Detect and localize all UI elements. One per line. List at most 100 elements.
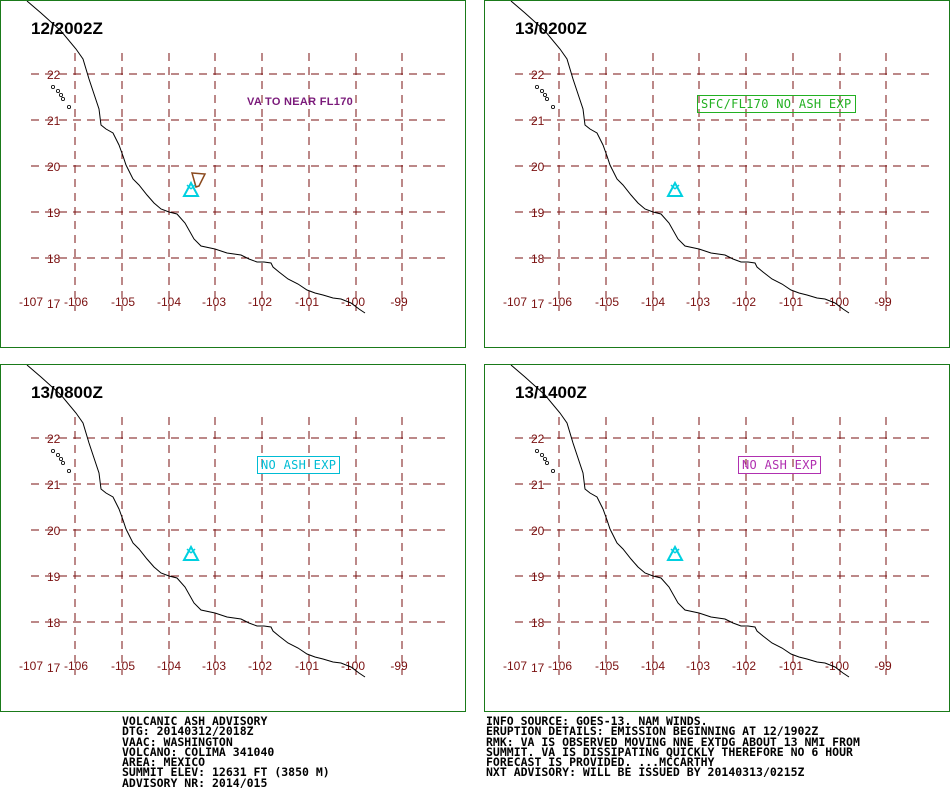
coastline [26,1,366,314]
island [59,93,64,98]
latitude-label: 19 [531,570,545,584]
map-panel-2: 22 21 20 19 18 17 -107 -106 -105 -104 -103 -102 -101… [484,0,950,348]
longitude-label: -104 [157,295,181,309]
map-canvas: 22 21 20 19 18 17 -107 -106 -105 -104 -103 -102 -101… [19,1,451,314]
island [61,461,66,466]
advisory-line: ADVISORY NR: 2014/015 [122,775,268,790]
island [545,461,550,466]
advisory-line: VAAC: WASHINGTON [122,734,233,749]
latitude-label: 20 [531,160,545,174]
longitude-label: -106 [64,659,88,673]
island [67,105,72,110]
latitude-label: 21 [531,478,545,492]
ash-forecast-label: VA TO NEAR FL170 [247,96,354,108]
map-panel-3: 22 21 20 19 18 17 -107 -106 -105 -104 -103 -102 -101… [0,364,466,712]
latitude-label: 21 [531,114,545,128]
longitude-label: -100 [825,659,849,673]
latitude-label: 22 [47,432,61,446]
longitude-label: -101 [295,659,319,673]
longitude-label: -102 [732,295,756,309]
advisory-line: VOLCANIC ASH ADVISORY [122,714,268,728]
island [540,89,545,94]
longitude-label: -100 [341,295,365,309]
coastline [510,365,850,678]
latitude-label: 19 [531,206,545,220]
longitude-label: -102 [248,295,272,309]
island [51,449,56,454]
longitude-label: -101 [779,659,803,673]
forecast-time: 13/1400Z [515,383,587,402]
island [61,97,66,102]
latitude-label: 21 [47,114,61,128]
latitude-label: 21 [47,478,61,492]
map-canvas: 22 21 20 19 18 17 -107 -106 -105 -104 -103 -102 -101… [19,365,451,678]
map-canvas: 22 21 20 19 18 17 -107 -106 -105 -104 -103 -102 -101… [503,365,935,678]
advisory-text-left: VOLCANIC ASH ADVISORY DTG: 20140312/2018… [122,714,330,790]
longitude-label: -102 [732,659,756,673]
advisory-line: SUMMIT. VA IS DISSIPATING QUICKLY THEREF… [486,744,853,759]
island [551,469,556,474]
island [551,105,556,110]
longitude-label: -105 [111,295,135,309]
longitude-label: -103 [686,659,710,673]
latitude-label: 18 [531,252,545,266]
longitude-label: -99 [390,295,408,309]
advisory-line: INFO SOURCE: GOES-13. NAM WINDS. [486,714,708,728]
latitude-label: 20 [531,524,545,538]
forecast-time: 13/0200Z [515,19,587,38]
advisory-line: FORECAST IS PROVIDED. ...MCCARTHY [486,755,715,770]
ash-forecast-label: NO ASH EXP [738,456,822,474]
longitude-label: -107 [503,295,527,309]
longitude-label: -104 [641,295,665,309]
longitude-label: -105 [595,659,619,673]
latitude-label: 20 [47,524,61,538]
island [535,85,540,90]
ash-forecast-label: NO ASH EXP [257,456,341,474]
advisory-line: DTG: 20140312/2018Z [122,724,254,739]
longitude-label: -107 [503,659,527,673]
longitude-label: -104 [641,659,665,673]
longitude-label: -101 [295,295,319,309]
volcano-icon [182,180,200,197]
longitude-label: -101 [779,295,803,309]
advisory-line: SUMMIT ELEV: 12631 FT (3850 M) [122,765,330,780]
coastline [510,1,850,314]
longitude-label: -100 [825,295,849,309]
forecast-time: 13/0800Z [31,383,103,402]
latitude-label: 17 [47,661,61,675]
latitude-label: 20 [47,160,61,174]
latitude-label: 17 [531,297,545,311]
latitude-label: 17 [531,661,545,675]
volcano-icon [666,544,684,561]
ash-area-polygon [190,172,207,188]
volcano-icon [182,544,200,561]
longitude-label: -105 [595,295,619,309]
longitude-label: -99 [390,659,408,673]
longitude-label: -105 [111,659,135,673]
ash-forecast-label: SFC/FL170 NO ASH EXP [697,95,856,113]
latitude-label: 18 [47,616,61,630]
map-canvas: 22 21 20 19 18 17 -107 -106 -105 -104 -103 -102 -101… [503,1,935,314]
map-panel-4: 22 21 20 19 18 17 -107 -106 -105 -104 -103 -102 -101… [484,364,950,712]
latitude-label: 22 [531,432,545,446]
latitude-label: 19 [47,570,61,584]
island [51,85,56,90]
longitude-label: -99 [874,295,892,309]
island [545,97,550,102]
latitude-label: 17 [47,297,61,311]
latitude-label: 22 [47,68,61,82]
coastline [26,365,366,678]
longitude-label: -106 [548,659,572,673]
advisory-line: AREA: MEXICO [122,755,206,770]
island [535,449,540,454]
advisory-line: NXT ADVISORY: WILL BE ISSUED BY 20140313… [486,765,805,780]
forecast-time: 12/2002Z [31,19,103,38]
longitude-label: -103 [202,659,226,673]
longitude-label: -102 [248,659,272,673]
latitude-label: 18 [531,616,545,630]
island [543,93,548,98]
volcano-icon [666,180,684,197]
longitude-label: -103 [202,295,226,309]
longitude-label: -100 [341,659,365,673]
map-panel-1: 22 21 20 19 18 17 -107 -106 -105 -104 -103 -102 -101… [0,0,466,348]
